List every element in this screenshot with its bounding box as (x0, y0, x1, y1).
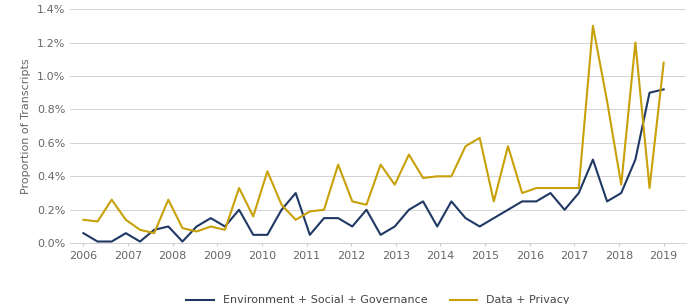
Data + Privacy (193, 230, 201, 233)
Data + Privacy (220, 228, 229, 232)
Environment + Social + Governance (405, 208, 413, 212)
Environment + Social + Governance (320, 216, 328, 220)
Y-axis label: Proportion of Transcripts: Proportion of Transcripts (21, 58, 32, 194)
Environment + Social + Governance (363, 208, 371, 212)
Environment + Social + Governance (348, 225, 356, 228)
Environment + Social + Governance (263, 233, 272, 237)
Data + Privacy (532, 186, 540, 190)
Environment + Social + Governance (136, 240, 144, 244)
Data + Privacy (348, 200, 356, 203)
Data + Privacy (461, 144, 470, 148)
Data + Privacy (150, 231, 158, 235)
Data + Privacy (306, 210, 314, 213)
Data + Privacy (631, 41, 640, 44)
Environment + Social + Governance (79, 231, 88, 235)
Data + Privacy (363, 203, 371, 207)
Data + Privacy (391, 183, 399, 187)
Data + Privacy (433, 174, 442, 178)
Line: Environment + Social + Governance: Environment + Social + Governance (83, 89, 664, 242)
Environment + Social + Governance (489, 216, 498, 220)
Environment + Social + Governance (334, 216, 342, 220)
Environment + Social + Governance (220, 225, 229, 228)
Data + Privacy (206, 225, 215, 228)
Data + Privacy (108, 198, 116, 202)
Environment + Social + Governance (461, 216, 470, 220)
Environment + Social + Governance (447, 200, 456, 203)
Data + Privacy (546, 186, 554, 190)
Environment + Social + Governance (206, 216, 215, 220)
Data + Privacy (589, 24, 597, 28)
Data + Privacy (122, 218, 130, 222)
Environment + Social + Governance (306, 233, 314, 237)
Data + Privacy (164, 198, 172, 202)
Environment + Social + Governance (433, 225, 442, 228)
Data + Privacy (79, 218, 88, 222)
Data + Privacy (249, 215, 258, 218)
Data + Privacy (659, 61, 668, 64)
Data + Privacy (263, 170, 272, 173)
Line: Data + Privacy: Data + Privacy (83, 26, 664, 233)
Environment + Social + Governance (532, 200, 540, 203)
Environment + Social + Governance (235, 208, 244, 212)
Environment + Social + Governance (645, 91, 654, 95)
Environment + Social + Governance (291, 191, 300, 195)
Data + Privacy (603, 99, 611, 103)
Data + Privacy (277, 203, 286, 207)
Data + Privacy (419, 176, 427, 180)
Environment + Social + Governance (419, 200, 427, 203)
Data + Privacy (518, 191, 526, 195)
Environment + Social + Governance (150, 228, 158, 232)
Environment + Social + Governance (546, 191, 554, 195)
Environment + Social + Governance (377, 233, 385, 237)
Data + Privacy (405, 153, 413, 157)
Data + Privacy (489, 200, 498, 203)
Environment + Social + Governance (249, 233, 258, 237)
Data + Privacy (645, 186, 654, 190)
Environment + Social + Governance (475, 225, 484, 228)
Environment + Social + Governance (617, 191, 625, 195)
Environment + Social + Governance (122, 231, 130, 235)
Data + Privacy (561, 186, 569, 190)
Environment + Social + Governance (93, 240, 102, 244)
Data + Privacy (617, 183, 625, 187)
Environment + Social + Governance (391, 225, 399, 228)
Data + Privacy (575, 186, 583, 190)
Data + Privacy (377, 163, 385, 167)
Data + Privacy (504, 144, 512, 148)
Environment + Social + Governance (631, 158, 640, 161)
Environment + Social + Governance (277, 208, 286, 212)
Data + Privacy (178, 226, 187, 230)
Environment + Social + Governance (193, 225, 201, 228)
Environment + Social + Governance (575, 191, 583, 195)
Environment + Social + Governance (603, 200, 611, 203)
Environment + Social + Governance (589, 158, 597, 161)
Environment + Social + Governance (561, 208, 569, 212)
Environment + Social + Governance (108, 240, 116, 244)
Data + Privacy (334, 163, 342, 167)
Environment + Social + Governance (178, 240, 187, 244)
Data + Privacy (235, 186, 244, 190)
Data + Privacy (291, 218, 300, 222)
Data + Privacy (320, 208, 328, 212)
Environment + Social + Governance (659, 88, 668, 91)
Data + Privacy (447, 174, 456, 178)
Data + Privacy (93, 219, 102, 223)
Environment + Social + Governance (164, 225, 172, 228)
Legend: Environment + Social + Governance, Data + Privacy: Environment + Social + Governance, Data … (182, 291, 574, 304)
Data + Privacy (475, 136, 484, 140)
Environment + Social + Governance (518, 200, 526, 203)
Environment + Social + Governance (504, 208, 512, 212)
Data + Privacy (136, 228, 144, 232)
